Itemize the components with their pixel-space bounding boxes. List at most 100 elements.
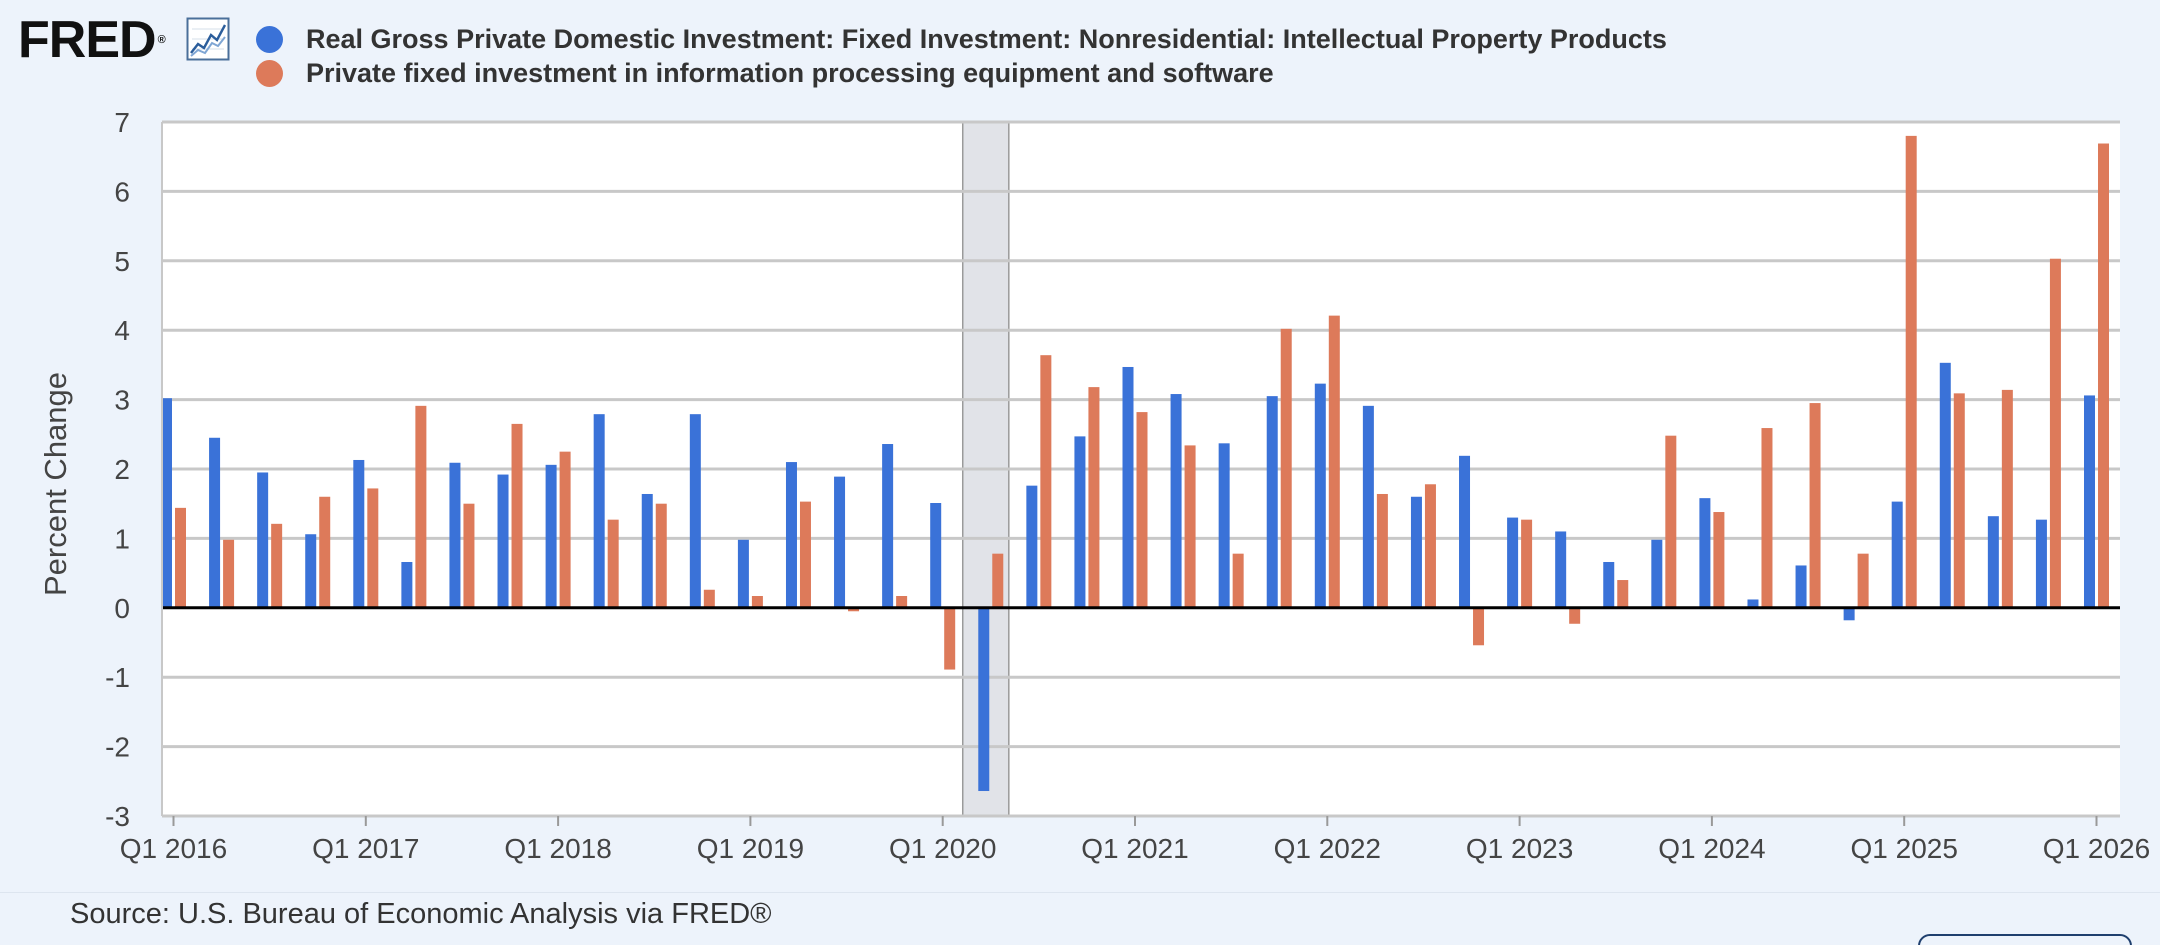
bar-series-2-33 [1761, 428, 1773, 608]
bar-series-2-20 [1136, 412, 1148, 608]
bar-series-2-35 [1857, 553, 1869, 608]
bar-series-1-38 [1987, 516, 1999, 608]
bar-series-2-32 [1713, 512, 1725, 608]
bar-series-1-11 [689, 414, 701, 608]
x-tick-label: Q1 2024 [1658, 833, 1765, 864]
bar-series-2-36 [1905, 135, 1917, 608]
bar-series-1-32 [1699, 498, 1711, 608]
x-tick-label: Q1 2025 [1850, 833, 1957, 864]
bar-series-2-4 [367, 488, 379, 608]
registered-mark: ® [157, 34, 166, 46]
legend: Real Gross Private Domestic Investment: … [256, 22, 1667, 90]
legend-label-ipp: Real Gross Private Domestic Investment: … [306, 23, 1667, 54]
bar-series-2-31 [1665, 435, 1677, 608]
bar-series-1-4 [353, 459, 365, 608]
bar-series-1-31 [1651, 539, 1663, 608]
y-tick-label: -1 [105, 662, 130, 693]
y-tick-label: 7 [114, 107, 130, 138]
y-tick-label: 1 [114, 523, 130, 554]
bar-series-1-0 [161, 398, 172, 608]
bar-series-2-12 [751, 596, 763, 608]
bar-series-1-28 [1507, 517, 1519, 608]
bar-series-2-6 [463, 503, 475, 608]
x-tick-label: Q1 2019 [697, 833, 804, 864]
x-tick-label: Q1 2022 [1274, 833, 1381, 864]
bar-series-1-23 [1266, 396, 1278, 608]
bar-series-1-24 [1314, 383, 1326, 608]
legend-dot-ipp [256, 25, 283, 53]
bar-series-1-35 [1843, 607, 1855, 621]
bar-series-1-27 [1459, 455, 1471, 608]
bar-series-1-2 [257, 472, 269, 608]
y-tick-label: 0 [114, 593, 130, 624]
bar-series-2-9 [607, 519, 619, 608]
bar-series-1-29 [1555, 531, 1567, 608]
bar-series-1-21 [1170, 394, 1182, 608]
bar-series-2-34 [1809, 403, 1821, 608]
bar-series-1-40 [2084, 395, 2095, 608]
bar-series-2-16 [944, 607, 956, 670]
y-tick-label: 5 [114, 246, 130, 277]
bar-series-2-29 [1569, 607, 1581, 624]
bar-series-1-1 [209, 437, 221, 608]
bar-series-2-5 [415, 405, 427, 608]
bar-series-2-11 [703, 589, 715, 608]
bar-series-1-8 [545, 464, 557, 608]
line-chart-icon[interactable] [186, 17, 230, 61]
x-tick-label: Q1 2023 [1466, 833, 1573, 864]
bar-series-2-7 [511, 423, 523, 608]
bar-series-2-28 [1521, 519, 1533, 608]
y-tick-label: -2 [105, 732, 130, 763]
bar-series-1-18 [1026, 485, 1038, 608]
bar-series-2-39 [2049, 258, 2061, 608]
bar-series-2-26 [1424, 484, 1436, 608]
y-tick-label: -3 [105, 801, 130, 832]
bar-series-1-22 [1218, 443, 1230, 608]
bar-series-2-27 [1473, 607, 1485, 646]
bar-series-2-21 [1184, 445, 1196, 608]
y-tick-label: 6 [114, 176, 130, 207]
legend-dot-info-processing [256, 59, 283, 87]
bar-series-2-25 [1376, 493, 1388, 608]
bar-series-1-36 [1891, 501, 1903, 608]
y-tick-label: 3 [114, 385, 130, 416]
x-tick-label: Q1 2017 [312, 833, 419, 864]
footer-button[interactable] [1918, 934, 2132, 945]
legend-item-info-processing[interactable]: Private fixed investment in information … [256, 56, 1667, 90]
fred-logo[interactable]: FRED ® [18, 14, 166, 66]
footer-divider [0, 892, 2160, 893]
bar-series-1-34 [1795, 565, 1807, 608]
bar-series-1-13 [785, 462, 797, 608]
y-axis-label: Percent Change [38, 372, 73, 596]
bar-chart: 7 6 5 4 3 2 1 0 -1 -2 -3Q1 2016 Q1 2017 Q1 2018 Q1 20… [38, 107, 2150, 864]
bar-series-2-30 [1617, 580, 1629, 608]
bar-series-2-37 [1953, 393, 1965, 608]
bar-series-1-6 [449, 462, 461, 608]
bar-series-1-15 [882, 444, 894, 608]
x-tick-label: Q1 2018 [504, 833, 611, 864]
bar-series-2-38 [2001, 389, 2013, 608]
bar-series-2-15 [896, 596, 908, 608]
bar-series-2-40 [2098, 143, 2109, 608]
bar-series-2-17 [992, 553, 1004, 608]
fred-logo-text: FRED [18, 11, 157, 69]
bar-series-1-26 [1410, 496, 1422, 608]
bar-series-1-16 [930, 503, 942, 608]
x-tick-label: Q1 2020 [889, 833, 996, 864]
bar-series-2-13 [799, 501, 811, 608]
bar-series-2-19 [1088, 387, 1100, 608]
x-tick-label: Q1 2021 [1081, 833, 1188, 864]
bar-series-2-18 [1040, 355, 1052, 608]
y-tick-label: 4 [114, 315, 130, 346]
bar-series-1-30 [1603, 561, 1615, 608]
bar-series-1-14 [834, 476, 846, 608]
legend-item-ipp[interactable]: Real Gross Private Domestic Investment: … [256, 22, 1667, 56]
bar-series-2-24 [1328, 315, 1340, 608]
bar-series-2-10 [655, 503, 667, 608]
bar-series-1-10 [641, 493, 653, 608]
bar-series-2-14 [848, 607, 860, 612]
bar-series-2-23 [1280, 328, 1292, 608]
bar-series-2-0 [175, 507, 186, 608]
plot-area: 7 6 5 4 3 2 1 0 -1 -2 -3Q1 2016 Q1 2017 Q1 2018 Q1 20… [38, 107, 2150, 864]
